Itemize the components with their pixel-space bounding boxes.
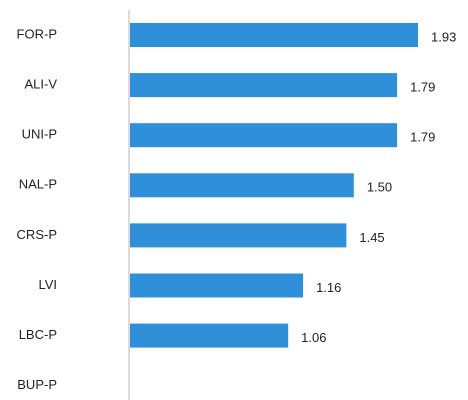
- category-label: ALI-V: [24, 77, 57, 92]
- value-label: 1.79: [410, 130, 435, 145]
- bar: [130, 223, 347, 248]
- category-label: NAL-P: [19, 177, 57, 192]
- category-label: LVI: [38, 277, 57, 292]
- bar: [130, 323, 289, 348]
- value-label: 1.79: [410, 80, 435, 95]
- bar: [130, 273, 304, 298]
- value-label: 1.06: [301, 330, 326, 345]
- bar: [130, 23, 418, 47]
- bar: [130, 123, 398, 148]
- category-label: BUP-P: [17, 377, 57, 392]
- value-label: 1.45: [359, 230, 384, 245]
- bar: [130, 73, 398, 98]
- category-label: LBC-P: [19, 327, 57, 342]
- bar: [130, 173, 354, 198]
- category-label: CRS-P: [17, 227, 57, 242]
- value-label: 1.50: [367, 180, 392, 195]
- category-label: UNI-P: [22, 127, 57, 142]
- category-label: FOR-P: [17, 26, 57, 41]
- value-label: 1.93: [431, 29, 456, 44]
- value-label: 1.16: [316, 280, 341, 295]
